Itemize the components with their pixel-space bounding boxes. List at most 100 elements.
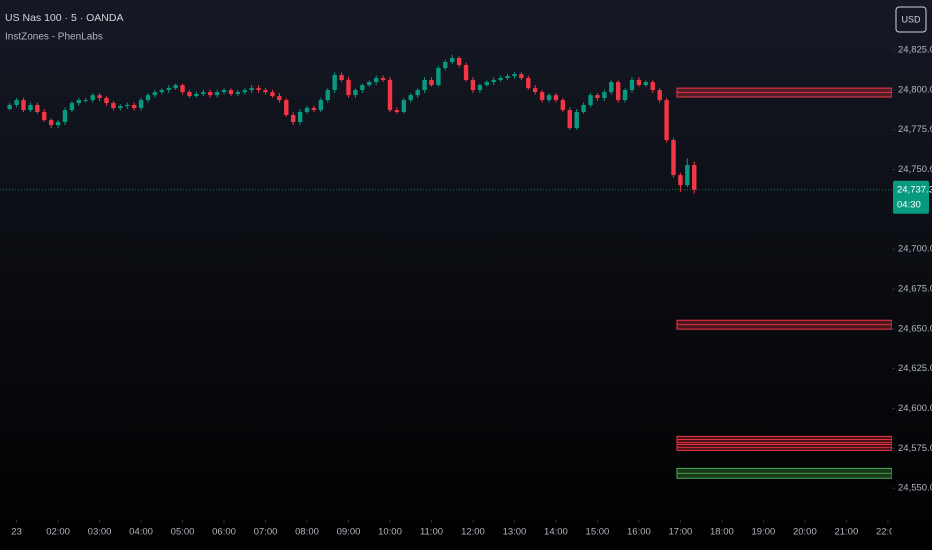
candle-body bbox=[609, 82, 614, 93]
candle-body bbox=[290, 115, 296, 123]
candle-body bbox=[560, 100, 566, 111]
candle-body bbox=[505, 75, 510, 79]
candle-body bbox=[422, 79, 427, 91]
candle-body bbox=[671, 140, 676, 176]
candle-body bbox=[48, 120, 54, 126]
candle-body bbox=[539, 92, 545, 101]
y-tick-label: 24,625.0 bbox=[898, 363, 932, 374]
candle-body bbox=[7, 104, 12, 109]
x-tick-label: 03:00 bbox=[88, 527, 112, 538]
y-tick-label: 24,750.0 bbox=[898, 164, 932, 175]
candle-body bbox=[201, 92, 206, 94]
candle-body bbox=[346, 79, 351, 96]
x-tick-label: 16:00 bbox=[627, 527, 651, 538]
currency-label[interactable]: USD bbox=[901, 14, 921, 24]
x-tick-label: 07:00 bbox=[254, 527, 278, 538]
x-tick-label: 06:00 bbox=[212, 527, 236, 538]
candle-body bbox=[55, 122, 61, 126]
candle-body bbox=[208, 92, 213, 96]
candle-body bbox=[470, 79, 476, 91]
candle-body bbox=[450, 57, 455, 62]
candle-body bbox=[546, 95, 552, 101]
candle-body bbox=[270, 92, 275, 97]
candle-body bbox=[131, 104, 137, 109]
x-axis: 23 02:00 03:00 04:00 05:00 06:00 07:00 08:00 09:… bbox=[11, 520, 892, 538]
candle-body bbox=[387, 79, 393, 111]
candle-body bbox=[401, 100, 407, 112]
candle-body bbox=[512, 74, 517, 76]
x-tick-label: 09:00 bbox=[337, 527, 361, 538]
candle-body bbox=[194, 93, 199, 97]
x-tick-label: 23 bbox=[11, 527, 22, 538]
last-price-box bbox=[893, 180, 929, 214]
candle-body bbox=[553, 95, 559, 101]
candle-body bbox=[62, 110, 68, 123]
candle-body bbox=[284, 100, 289, 116]
y-tick-label: 24,800.0 bbox=[898, 84, 932, 95]
y-axis: 24,550.0 24,575.0 24,600.0 24,625.0 24,650.0… bbox=[892, 45, 932, 494]
candle-body bbox=[304, 108, 310, 112]
candle-body bbox=[498, 78, 503, 80]
candle-body bbox=[159, 90, 165, 93]
x-tick-label: 11:00 bbox=[420, 527, 443, 538]
y-tick-label: 24,825.0 bbox=[898, 45, 932, 56]
candle-body bbox=[484, 82, 489, 86]
candle-body bbox=[657, 90, 662, 101]
x-tick-label: 10:00 bbox=[378, 527, 402, 538]
y-tick-label: 24,700.0 bbox=[898, 244, 932, 255]
x-tick-label: 20:00 bbox=[793, 527, 817, 538]
candle-body bbox=[221, 90, 227, 93]
candle-body bbox=[42, 111, 47, 121]
x-tick-label: 08:00 bbox=[295, 527, 319, 538]
candle-body bbox=[664, 100, 669, 141]
chart-title: US Nas 100 · 5 · OANDA bbox=[5, 12, 123, 24]
candle-body bbox=[235, 92, 241, 94]
x-tick-label: 19:00 bbox=[751, 527, 775, 538]
candle-body bbox=[678, 175, 683, 186]
y-tick-label: 24,550.0 bbox=[898, 483, 932, 494]
candle-body bbox=[456, 57, 462, 65]
y-tick-label: 24,675.0 bbox=[898, 284, 932, 295]
candle-body bbox=[97, 95, 102, 98]
candle-body bbox=[332, 75, 337, 91]
x-tick-label: 05:00 bbox=[171, 527, 195, 538]
candle-body bbox=[394, 110, 400, 112]
candle-body bbox=[574, 111, 579, 129]
x-tick-label: 15:00 bbox=[586, 527, 610, 538]
currency-button[interactable] bbox=[895, 6, 927, 33]
y-tick-label: 24,600.0 bbox=[898, 403, 932, 414]
candle-body bbox=[325, 90, 330, 101]
x-tick-label: 13:00 bbox=[503, 527, 527, 538]
candle-body bbox=[643, 82, 649, 86]
candle-body bbox=[311, 108, 317, 111]
x-tick-label: 04:00 bbox=[129, 527, 153, 538]
candle-body bbox=[519, 74, 524, 79]
candle-body bbox=[180, 85, 185, 93]
candle-body bbox=[360, 85, 365, 91]
candle-body bbox=[636, 79, 642, 86]
candle-body bbox=[90, 95, 95, 101]
candle-body bbox=[69, 103, 75, 111]
candle-body bbox=[152, 92, 158, 96]
candle-body bbox=[533, 88, 538, 93]
x-tick-label: 14:00 bbox=[544, 527, 568, 538]
candle-body bbox=[353, 90, 358, 96]
last-price-label: 24,737.3 bbox=[897, 184, 932, 195]
countdown-label: 04:30 bbox=[897, 199, 921, 210]
candle-body bbox=[173, 85, 178, 89]
candle-body bbox=[650, 82, 655, 91]
candle-body bbox=[104, 97, 109, 104]
candle-body bbox=[111, 103, 116, 109]
candle-body bbox=[263, 90, 268, 93]
y-tick-label: 24,575.0 bbox=[898, 443, 932, 454]
candle-body bbox=[249, 88, 254, 91]
y-tick-label: 24,650.0 bbox=[898, 323, 932, 334]
x-tick-label: 17:00 bbox=[669, 527, 693, 538]
candle-body bbox=[373, 78, 379, 83]
candle-body bbox=[588, 95, 593, 105]
candle-body bbox=[318, 100, 324, 111]
x-tick-label: 02:00 bbox=[46, 527, 70, 538]
y-tick-label: 24,775.0 bbox=[898, 124, 932, 135]
